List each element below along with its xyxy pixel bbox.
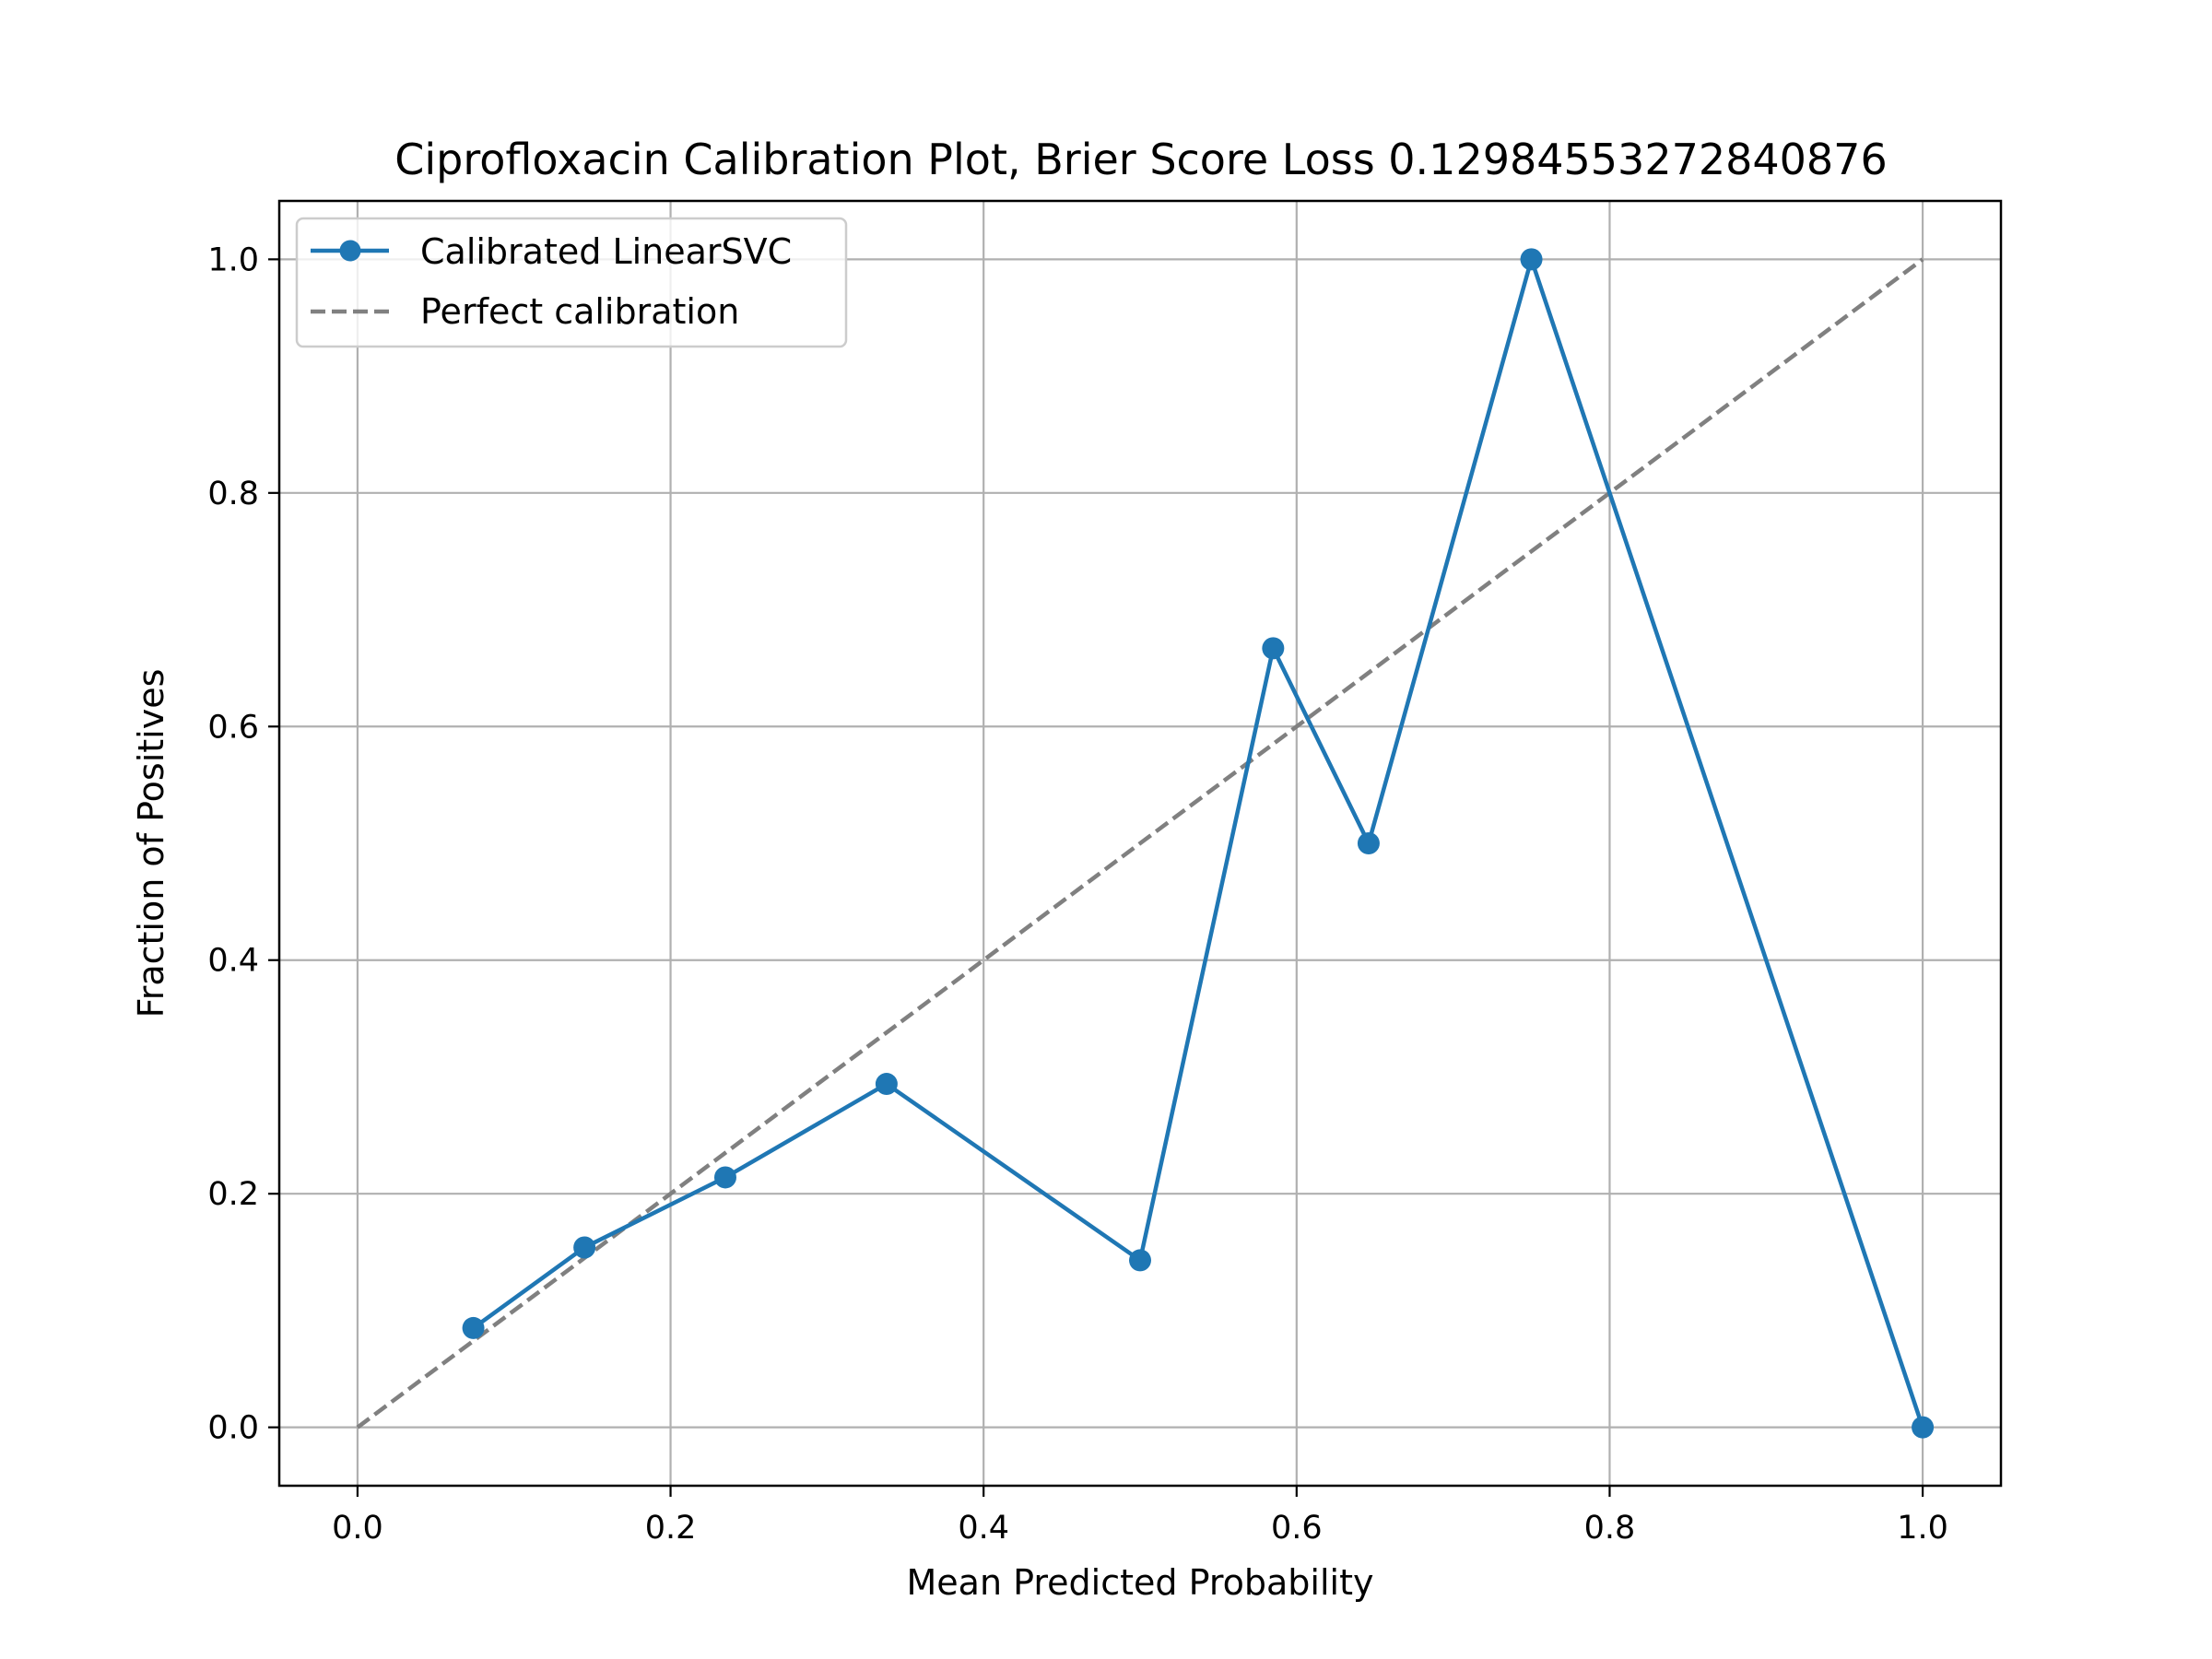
x-tick-label-0: 0.0: [332, 1510, 383, 1547]
grid-lines: [279, 201, 2001, 1486]
legend: Calibrated LinearSVC Perfect calibration: [295, 217, 848, 348]
y-tick-label-0: 0.0: [207, 1410, 259, 1447]
legend-swatch-calibrated-marker: [339, 240, 361, 262]
y-tick-label-2: 0.4: [207, 943, 259, 980]
chart-title: Ciprofloxacin Calibration Plot, Brier Sc…: [394, 135, 1887, 184]
y-tick-label-5: 1.0: [207, 241, 259, 278]
data-point-0: [462, 1316, 485, 1339]
legend-box: [295, 217, 848, 348]
data-point-6: [1357, 832, 1380, 854]
x-tick-label-3: 0.6: [1271, 1510, 1323, 1547]
y-tick-label-4: 0.8: [207, 476, 259, 512]
data-point-3: [875, 1073, 898, 1096]
plot-frame: [277, 199, 2003, 1488]
legend-label-calibrated: Calibrated LinearSVC: [420, 231, 792, 272]
x-tick-label-4: 0.8: [1584, 1510, 1636, 1547]
legend-label-perfect: Perfect calibration: [420, 291, 739, 332]
data-point-5: [1262, 637, 1285, 660]
data-series: [356, 248, 1935, 1439]
data-point-1: [573, 1236, 596, 1259]
y-axis-label: Fraction of Positives: [131, 669, 171, 1018]
x-tick-label-1: 0.2: [645, 1510, 697, 1547]
y-tick-label-3: 0.6: [207, 709, 259, 746]
x-tick-label-2: 0.4: [958, 1510, 1009, 1547]
data-point-4: [1129, 1249, 1151, 1272]
x-tick-label-5: 1.0: [1897, 1510, 1948, 1547]
data-point-2: [713, 1166, 736, 1189]
y-tick-label-1: 0.2: [207, 1176, 259, 1213]
data-point-8: [1912, 1416, 1935, 1439]
data-point-7: [1520, 248, 1543, 271]
x-axis-label: Mean Predicted Probability: [907, 1562, 1374, 1603]
axis-ticks: 0.0 0.2 0.4 0.6 0.8 1.0 0.0 0.2 0.4 0.6 0.8 1.0: [207, 241, 1948, 1547]
